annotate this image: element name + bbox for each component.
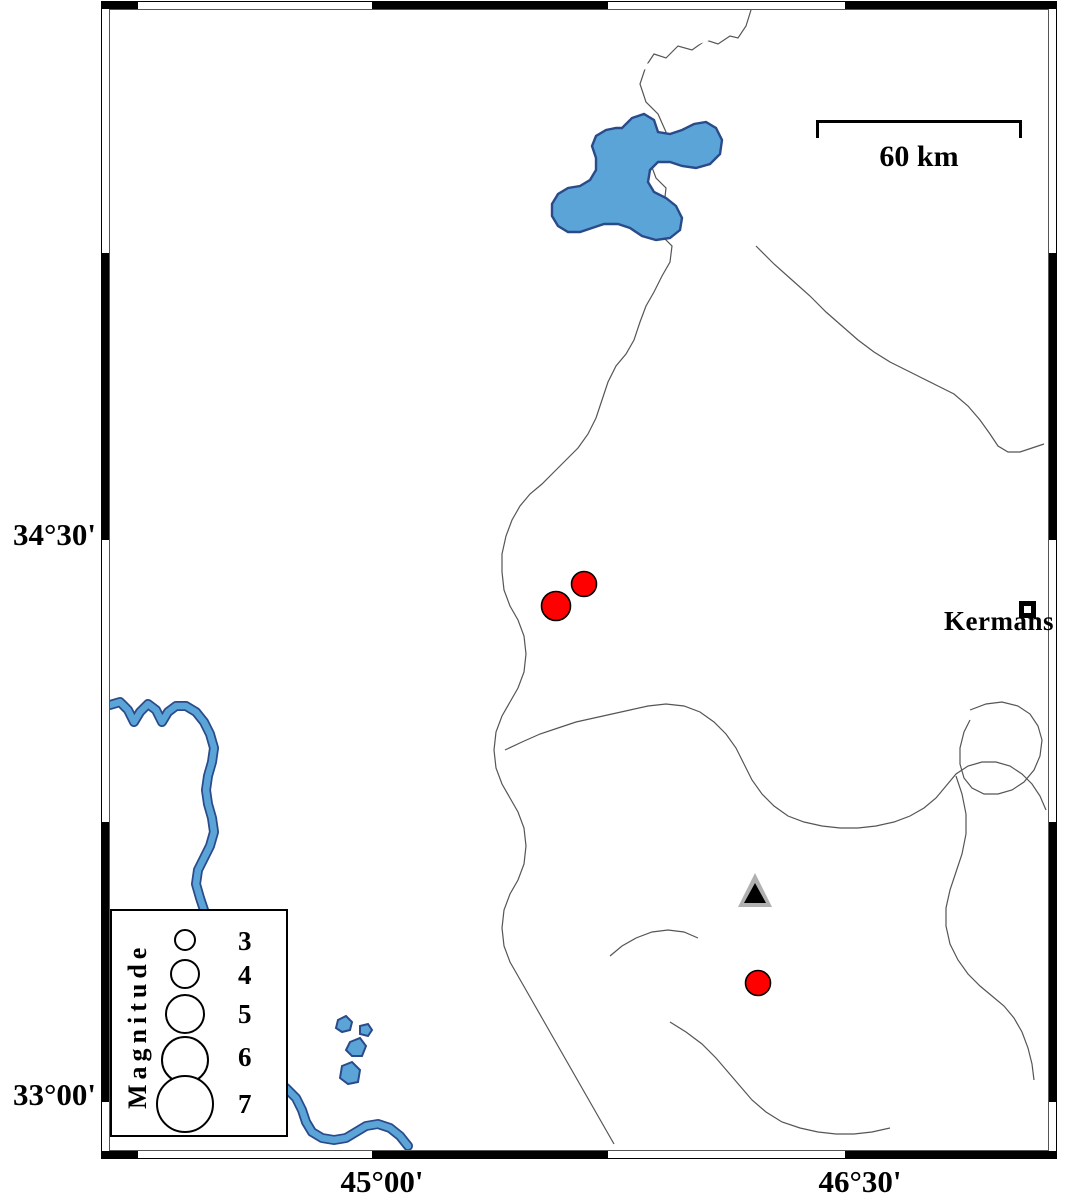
earthquake-marker — [744, 969, 772, 997]
border-tick-top-1 — [109, 2, 138, 9]
legend-label-7: 7 — [238, 1089, 252, 1119]
city-label-kermanshah: Kermans — [944, 606, 1054, 636]
lake-water-body — [550, 112, 724, 242]
axis-label-lon-4630: 46°30' — [818, 1164, 902, 1199]
legend-label-6: 6 — [238, 1042, 252, 1072]
scale-bar-line — [816, 120, 1022, 138]
border-tick-top-2 — [372, 2, 608, 9]
border-tick-left-2 — [102, 253, 109, 540]
earthquake-marker — [540, 590, 572, 622]
border-tick-right-1 — [1049, 2, 1056, 9]
map-frame-inner — [109, 9, 1049, 1151]
border-tick-left-1 — [102, 2, 109, 9]
legend-circle-7 — [156, 1075, 214, 1133]
scale-bar: 60 km — [816, 120, 1022, 180]
earthquake-marker — [570, 570, 598, 598]
border-tick-left-3 — [102, 822, 109, 1102]
marsh-water-bodies — [334, 1014, 374, 1086]
axis-label-lat-3300: 33°00' — [12, 1077, 96, 1112]
border-tick-top-3 — [845, 2, 1050, 9]
border-tick-right-3 — [1049, 822, 1056, 1102]
legend-title: Magnitude — [123, 942, 152, 1110]
border-tick-bottom-1 — [109, 1151, 138, 1158]
seismic-station-marker — [738, 873, 772, 907]
legend-label-4: 4 — [238, 960, 252, 990]
legend-circle-3 — [174, 929, 196, 951]
border-tick-left-4 — [102, 1151, 109, 1158]
border-tick-bottom-3 — [845, 1151, 1050, 1158]
earthquake-epicenters — [540, 570, 772, 997]
map-plot-area — [110, 10, 1048, 1150]
international-border — [382, 10, 729, 1150]
axis-label-lon-4500: 45°00' — [340, 1164, 424, 1199]
northern-border — [608, 16, 770, 86]
border-tick-bottom-2 — [372, 1151, 608, 1158]
border-tick-right-4 — [1049, 1151, 1056, 1158]
scale-bar-label: 60 km — [879, 140, 959, 173]
city-marker-kermanshah — [1019, 601, 1036, 618]
province-outlines — [493, 10, 1047, 1145]
legend-label-5: 5 — [238, 999, 252, 1029]
legend-circle-4 — [170, 959, 200, 989]
legend-circle-5 — [165, 994, 205, 1034]
legend-label-3: 3 — [238, 926, 252, 956]
border-tick-right-2 — [1049, 253, 1056, 540]
magnitude-legend: Magnitude 3 4 5 6 7 — [110, 909, 288, 1137]
axis-label-lat-3430: 34°30' — [12, 517, 96, 552]
